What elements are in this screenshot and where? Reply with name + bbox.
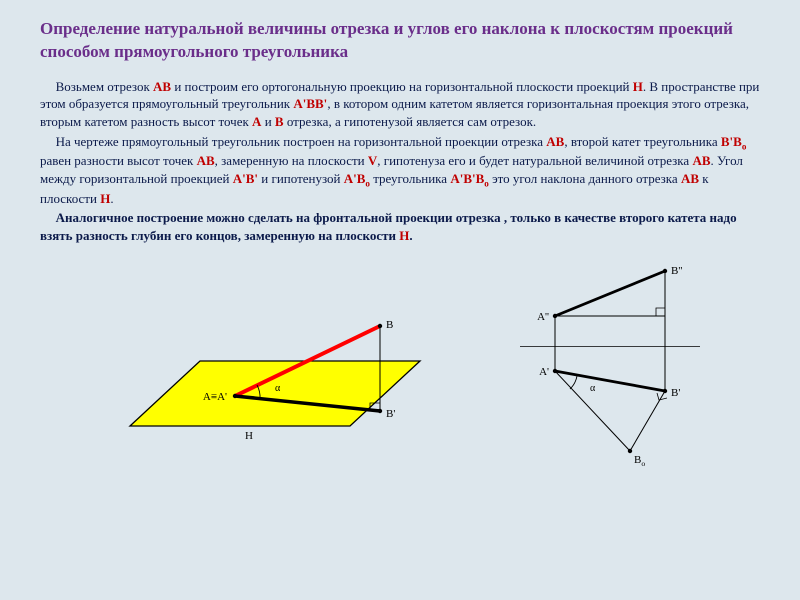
svg-text:А': А': [539, 366, 549, 378]
svg-text:А'': А'': [537, 311, 549, 323]
svg-text:А≡А': А≡А': [203, 391, 227, 403]
svg-text:α: α: [590, 383, 596, 394]
svg-text:Во: Во: [634, 454, 645, 468]
figure-3d: А≡А' В В' Нα: [100, 271, 460, 471]
svg-text:В: В: [386, 319, 393, 331]
page-title: Определение натуральной величины отрезка…: [40, 18, 760, 64]
svg-text:α: α: [275, 383, 281, 394]
paragraph-3: Аналогичное построение можно сделать на …: [40, 209, 760, 244]
svg-text:В': В': [386, 408, 395, 420]
paragraph-1: Возьмем отрезок АВ и построим его ортого…: [40, 78, 760, 131]
figure-epure: А'' А' В'' В' Во α: [500, 256, 720, 476]
svg-text:Н: Н: [245, 430, 253, 442]
svg-text:В'': В'': [671, 265, 682, 277]
paragraph-2: На чертеже прямоугольный треугольник пос…: [40, 133, 760, 208]
svg-text:В': В': [671, 387, 680, 399]
